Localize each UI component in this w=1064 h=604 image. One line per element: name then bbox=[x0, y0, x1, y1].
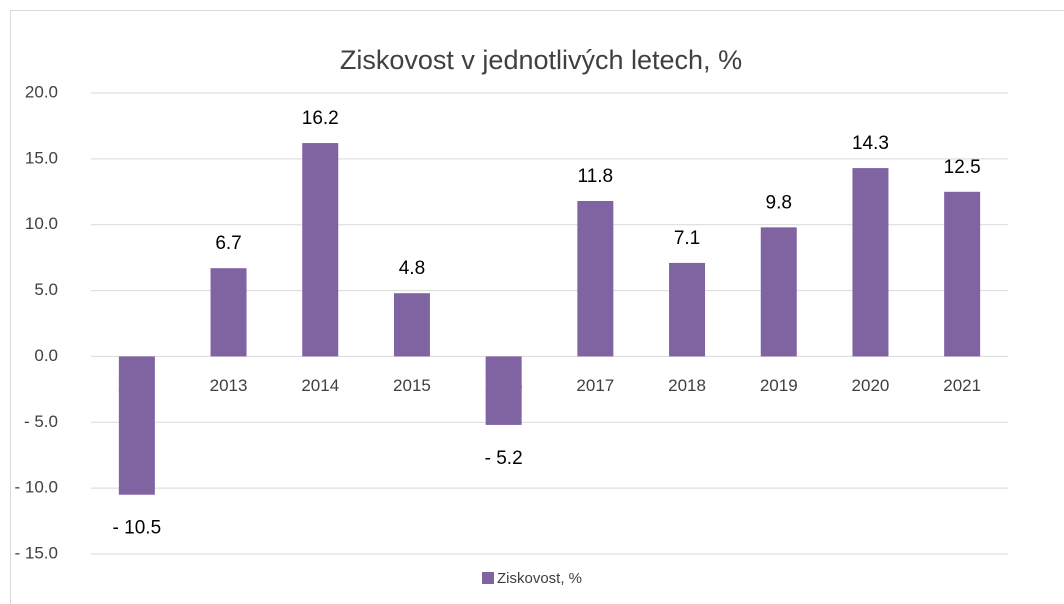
bar bbox=[944, 191, 981, 357]
x-tick-label: 2015 bbox=[393, 376, 431, 395]
bar bbox=[577, 201, 614, 357]
data-label: - 10.5 bbox=[113, 518, 162, 539]
bar bbox=[118, 356, 155, 495]
y-tick-label: 5.0 bbox=[34, 280, 58, 299]
chart-frame bbox=[10, 10, 1064, 604]
x-tick-label: 2014 bbox=[301, 376, 339, 395]
bar bbox=[760, 227, 797, 357]
data-label: 4.8 bbox=[399, 258, 425, 279]
bar bbox=[485, 356, 522, 425]
bar bbox=[393, 293, 430, 357]
bar bbox=[852, 168, 889, 357]
x-tick-label: 2021 bbox=[943, 376, 981, 395]
bar bbox=[302, 143, 339, 357]
legend-label: Ziskovost, % bbox=[497, 570, 582, 587]
y-tick-label: - 15.0 bbox=[15, 543, 58, 562]
x-tick-label: 2019 bbox=[760, 376, 798, 395]
bar bbox=[210, 268, 247, 357]
data-label: 14.3 bbox=[852, 133, 889, 154]
data-label: 11.8 bbox=[578, 166, 614, 187]
y-tick-label: 15.0 bbox=[25, 148, 58, 167]
y-tick-label: - 5.0 bbox=[24, 412, 58, 431]
x-tick-label: 2013 bbox=[210, 376, 248, 395]
data-label: 12.5 bbox=[944, 157, 981, 178]
x-tick-label: 2017 bbox=[576, 376, 614, 395]
data-label: 6.7 bbox=[215, 233, 241, 254]
legend-swatch bbox=[482, 572, 494, 584]
y-tick-label: 20.0 bbox=[25, 82, 58, 101]
data-label: 16.2 bbox=[302, 108, 339, 129]
chart-title: Ziskovost v jednotlivých letech, % bbox=[340, 45, 742, 75]
x-tick-label: 2020 bbox=[852, 376, 890, 395]
y-tick-label: 10.0 bbox=[25, 214, 58, 233]
data-label: - 5.2 bbox=[485, 448, 523, 469]
bar bbox=[669, 262, 706, 357]
y-tick-label: 0.0 bbox=[34, 346, 58, 365]
data-label: 7.1 bbox=[674, 228, 700, 249]
data-label: 9.8 bbox=[766, 192, 792, 213]
x-tick-label: 2018 bbox=[668, 376, 706, 395]
y-tick-label: - 10.0 bbox=[15, 478, 58, 497]
